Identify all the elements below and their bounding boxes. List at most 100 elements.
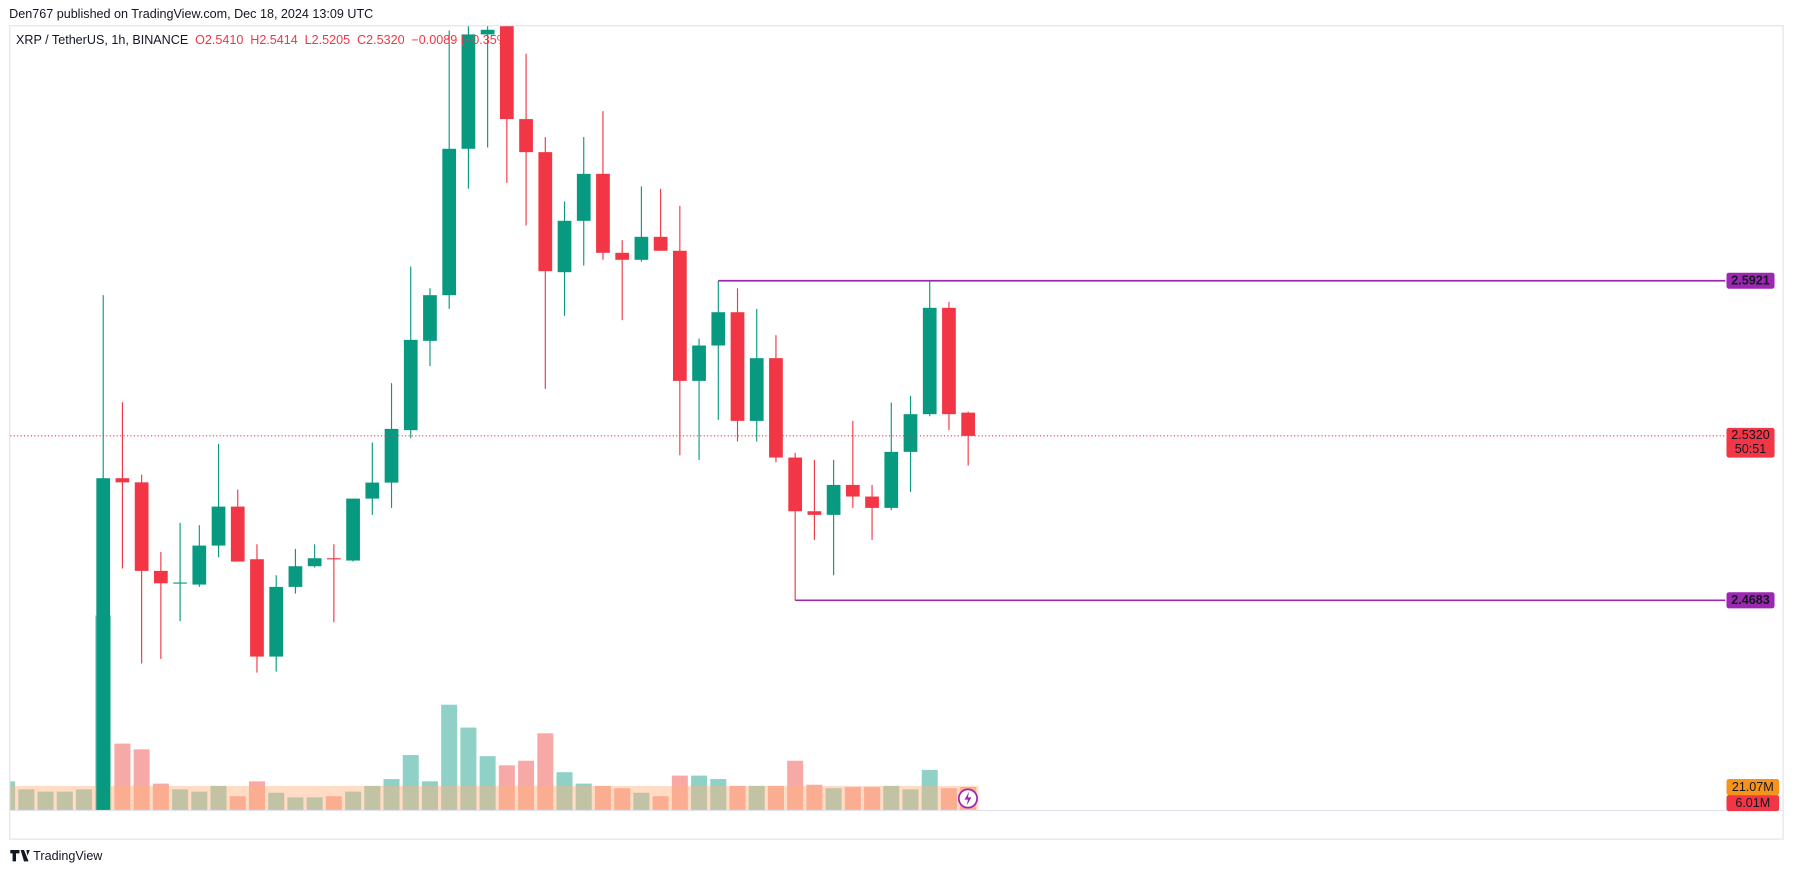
volume-bar bbox=[56, 791, 73, 810]
candle-body bbox=[596, 173, 610, 253]
volume-bar bbox=[460, 727, 477, 810]
candle-body bbox=[634, 236, 649, 260]
volume-bar bbox=[37, 791, 54, 810]
volume-bar bbox=[691, 775, 708, 810]
candle-body bbox=[230, 506, 245, 562]
volume-bar bbox=[133, 749, 150, 810]
candle-body bbox=[442, 148, 457, 296]
candle-body bbox=[557, 220, 572, 273]
volume-bar bbox=[652, 796, 669, 810]
volume-bar bbox=[402, 755, 419, 810]
candle-body bbox=[154, 570, 168, 584]
candle-body bbox=[519, 119, 533, 153]
candle-body bbox=[403, 339, 418, 431]
candle-body bbox=[865, 496, 879, 508]
volume-bar bbox=[883, 785, 900, 810]
volume-bar bbox=[364, 785, 381, 810]
level-tag bbox=[1726, 272, 1775, 289]
candle-body bbox=[461, 34, 476, 149]
volume-bar bbox=[614, 788, 631, 810]
candle-body bbox=[961, 412, 976, 436]
volume-bar bbox=[210, 785, 227, 810]
candle-body bbox=[845, 484, 860, 497]
volume-bar bbox=[729, 785, 746, 810]
candle-body bbox=[480, 29, 495, 35]
volume-bar bbox=[248, 781, 265, 810]
candle-body bbox=[134, 482, 149, 571]
volume-bar bbox=[844, 787, 861, 810]
level-tag bbox=[1726, 592, 1775, 609]
volume-bar bbox=[556, 772, 573, 810]
volume-bar bbox=[268, 792, 285, 810]
level-tag-label: 2.5921 bbox=[1731, 274, 1769, 288]
volume-bar bbox=[537, 733, 554, 810]
candle-body bbox=[269, 586, 284, 657]
volume-bar bbox=[787, 760, 804, 810]
volume-bar bbox=[18, 789, 35, 810]
candle-body bbox=[211, 506, 226, 546]
candle-body bbox=[173, 582, 187, 584]
plot bbox=[10, 26, 979, 810]
logo-mark bbox=[10, 849, 30, 862]
volume-bar bbox=[172, 789, 189, 810]
candle-body bbox=[672, 250, 687, 381]
legend-change: −0.0089 (−0.35%) bbox=[411, 34, 512, 48]
alert-icon[interactable] bbox=[957, 788, 978, 809]
volume-bar bbox=[710, 779, 727, 810]
candle-body bbox=[749, 358, 764, 421]
volume-bar bbox=[767, 785, 784, 810]
candle-body bbox=[423, 295, 437, 341]
symbol: XRP / TetherUS, 1h, BINANCE bbox=[16, 34, 188, 48]
volume-bar bbox=[864, 787, 881, 810]
candle-body bbox=[288, 566, 303, 587]
volume-tag-label: 21.07M bbox=[1732, 780, 1774, 794]
frame bbox=[9, 25, 1784, 840]
candle-body bbox=[96, 478, 111, 810]
last-price-label: 2.5320 bbox=[1731, 428, 1769, 442]
volume-bar bbox=[748, 785, 765, 810]
last-price-tag bbox=[1726, 427, 1775, 458]
candle-body bbox=[942, 307, 956, 415]
volume-bar bbox=[345, 791, 362, 810]
volume-bar bbox=[633, 792, 650, 810]
candle-body bbox=[346, 498, 360, 561]
volume-band bbox=[10, 785, 979, 810]
volume-bar bbox=[902, 789, 919, 810]
volume-bar bbox=[441, 704, 458, 810]
candle-body bbox=[922, 307, 937, 415]
volume-bar bbox=[518, 760, 535, 810]
candle-body bbox=[826, 484, 841, 515]
volume-bar bbox=[921, 769, 938, 810]
candle-body bbox=[903, 414, 918, 452]
candle-body bbox=[538, 152, 553, 272]
legend-close: C2.5320 bbox=[357, 34, 405, 48]
volume-tag bbox=[1726, 795, 1780, 812]
volume-bar bbox=[498, 765, 515, 810]
candle-body bbox=[250, 559, 264, 657]
candle-body bbox=[384, 428, 399, 483]
volume-tag bbox=[1726, 779, 1780, 796]
legend-low: L2.5205 bbox=[305, 34, 350, 48]
publisher: Den767 published on TradingView.com, Dec… bbox=[9, 7, 373, 21]
logo: TradingView bbox=[10, 849, 103, 863]
alert-bolt[interactable] bbox=[964, 791, 972, 806]
candle-body bbox=[788, 457, 803, 512]
volume-bar bbox=[383, 779, 400, 810]
volume-bar bbox=[75, 789, 92, 810]
candle-body bbox=[499, 26, 514, 120]
volume-bar bbox=[287, 797, 304, 810]
candle-body bbox=[365, 482, 380, 499]
candle-body bbox=[884, 451, 899, 508]
candle-body bbox=[576, 173, 591, 221]
volume-bar bbox=[306, 797, 323, 810]
volume-bar bbox=[940, 788, 957, 810]
candle-body bbox=[730, 312, 745, 421]
candle-body bbox=[711, 312, 726, 346]
volume-bar bbox=[421, 781, 438, 810]
volume-bar bbox=[114, 743, 131, 810]
volume-tag-label: 6.01M bbox=[1735, 796, 1770, 810]
candle-body bbox=[615, 252, 630, 260]
